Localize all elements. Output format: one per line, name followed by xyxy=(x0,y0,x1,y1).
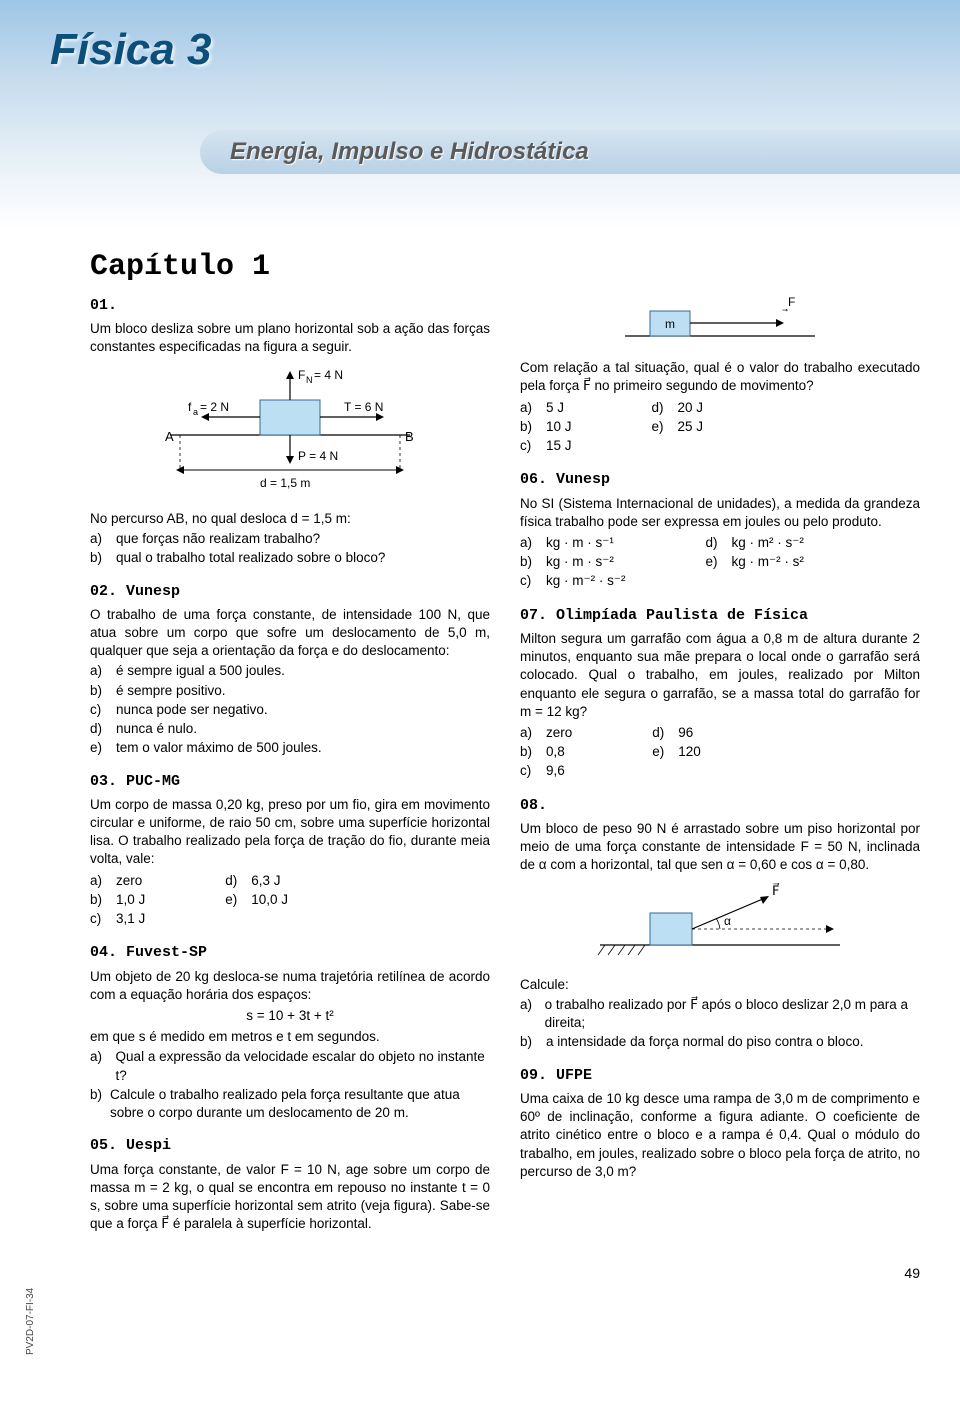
header-title: Física 3 xyxy=(50,25,960,75)
q08-text: Um bloco de peso 90 N é arrastado sobre … xyxy=(520,820,920,875)
q01-after: No percurso AB, no qual desloca d = 1,5 … xyxy=(90,510,490,528)
q07-num: 07. Olimpíada Paulista de Física xyxy=(520,606,920,626)
chapter-title: Capítulo 1 xyxy=(90,250,960,284)
q04-a: a)Qual a expressão da velocidade escalar… xyxy=(90,1048,490,1084)
q08-calc: Calcule: xyxy=(520,976,920,994)
q04-t2: em que s é medido em metros e t em segun… xyxy=(90,1028,490,1046)
q05-diagram: m F ⃗ xyxy=(620,296,820,351)
q04-eq: s = 10 + 3t + t² xyxy=(90,1007,490,1025)
side-code: PV2D-07-FI-34 xyxy=(25,1288,36,1355)
svg-text:= 4 N: = 4 N xyxy=(314,368,343,382)
svg-text:F: F xyxy=(788,296,795,309)
q03-opts: a)zero b)1,0 J c)3,1 J d)6,3 J e)10,0 J xyxy=(90,872,490,930)
svg-text:A: A xyxy=(165,429,174,444)
svg-text:P = 4 N: P = 4 N xyxy=(298,449,338,463)
page-number: 49 xyxy=(0,1265,960,1296)
svg-text:f: f xyxy=(188,400,192,414)
q08-diagram: F⃗ α xyxy=(590,883,850,968)
q02-c: c)nunca pode ser negativo. xyxy=(90,701,490,719)
q06-opts: a)kg · m · s⁻¹ b)kg · m · s⁻² c)kg · m⁻²… xyxy=(520,534,920,592)
svg-text:N: N xyxy=(306,375,313,385)
q02-d: d)nunca é nulo. xyxy=(90,720,490,738)
q03-num: 03. PUC-MG xyxy=(90,772,490,792)
q07-text: Milton segura um garrafão com água a 0,8… xyxy=(520,630,920,721)
q02-a: a)é sempre igual a 500 joules. xyxy=(90,662,490,680)
q01-diagram: A B FN = 4 N T = 6 N fa = 2 N P = xyxy=(150,365,430,500)
q02-b: b)é sempre positivo. xyxy=(90,682,490,700)
svg-text:F⃗: F⃗ xyxy=(772,883,780,898)
svg-text:m: m xyxy=(665,317,675,331)
q01-a: a)que forças não realizam trabalho? xyxy=(90,530,490,548)
svg-text:F: F xyxy=(298,368,305,382)
q09-num: 09. UFPE xyxy=(520,1066,920,1086)
q01-num: 01. xyxy=(90,296,490,316)
q02-num: 02. Vunesp xyxy=(90,582,490,602)
q05-text: Uma força constante, de valor F = 10 N, … xyxy=(90,1161,490,1234)
svg-text:T = 6 N: T = 6 N xyxy=(344,400,383,414)
svg-text:= 2 N: = 2 N xyxy=(200,400,229,414)
q02-e: e)tem o valor máximo de 500 joules. xyxy=(90,739,490,757)
content-columns: 01. Um bloco desliza sobre um plano hori… xyxy=(0,296,960,1265)
q05-opts: a)5 J b)10 J c)15 J d)20 J e)25 J xyxy=(520,399,920,457)
q05-text2: Com relação a tal situação, qual é o val… xyxy=(520,359,920,395)
q03-text: Um corpo de massa 0,20 kg, preso por um … xyxy=(90,796,490,869)
q07-opts: a)zero b)0,8 c)9,6 d)96 e)120 xyxy=(520,724,920,782)
q04-b: b)Calcule o trabalho realizado pela forç… xyxy=(90,1086,490,1122)
q09-text: Uma caixa de 10 kg desce uma rampa de 3,… xyxy=(520,1090,920,1181)
subtitle-text: Energia, Impulso e Hidrostática xyxy=(230,138,589,166)
q06-num: 06. Vunesp xyxy=(520,470,920,490)
page-header: Física 3 Energia, Impulso e Hidrostática xyxy=(0,0,960,230)
q01-intro: Um bloco desliza sobre um plano horizont… xyxy=(90,320,490,356)
q02-text: O trabalho de uma força constante, de in… xyxy=(90,606,490,661)
svg-text:α: α xyxy=(724,914,731,928)
svg-text:B: B xyxy=(405,429,414,444)
q08-a: a)o trabalho realizado por F⃗ após o blo… xyxy=(520,996,920,1032)
left-column: 01. Um bloco desliza sobre um plano hori… xyxy=(90,296,490,1235)
svg-text:a: a xyxy=(193,407,198,417)
q01-b: b)qual o trabalho total realizado sobre … xyxy=(90,549,490,567)
q08-b: b)a intensidade da força normal do piso … xyxy=(520,1033,920,1051)
q05-num: 05. Uespi xyxy=(90,1136,490,1156)
subtitle-bar: Energia, Impulso e Hidrostática xyxy=(200,130,960,174)
q06-text: No SI (Sistema Internacional de unidades… xyxy=(520,495,920,531)
q04-t1: Um objeto de 20 kg desloca-se numa traje… xyxy=(90,968,490,1004)
svg-text:d = 1,5 m: d = 1,5 m xyxy=(260,476,310,490)
q08-num: 08. xyxy=(520,796,920,816)
q04-num: 04. Fuvest-SP xyxy=(90,943,490,963)
right-column: m F ⃗ Com relação a tal situação, qual é… xyxy=(520,296,920,1235)
